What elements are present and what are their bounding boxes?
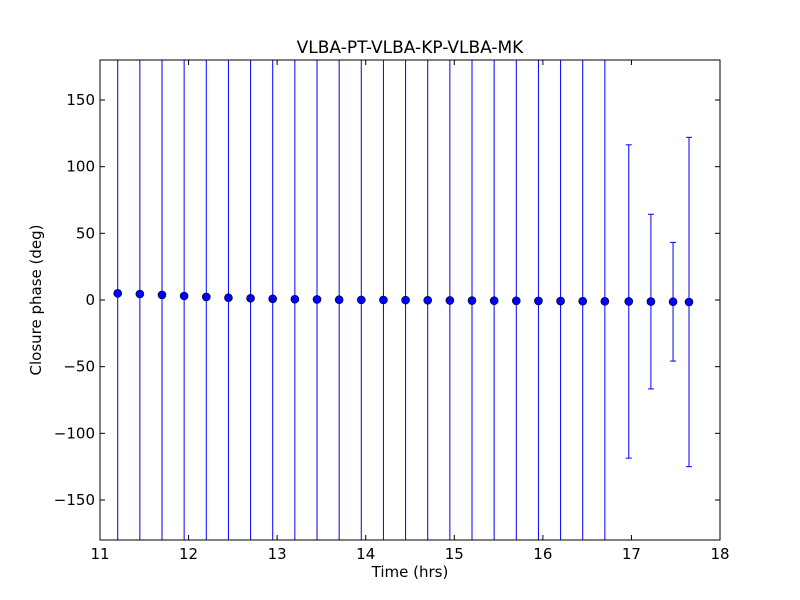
data-point [578,296,588,306]
data-point [401,295,410,305]
y-tick-label: 50 [76,224,95,242]
data-point [113,289,123,298]
data-point [467,296,477,305]
y-tick-label: −50 [63,358,95,376]
data-point [157,290,167,300]
data-point [334,295,344,305]
data-point [534,296,543,306]
x-tick-label: 15 [445,545,464,563]
y-axis-ticks: −150 −100 −50 0 50 100 150 [54,91,720,509]
data-point [379,295,388,305]
x-tick-label: 14 [356,545,375,563]
data-point [246,293,255,303]
data-point [511,296,521,306]
y-tick-label: 150 [66,91,95,109]
data-point [312,295,322,304]
data-point [135,289,145,299]
y-axis-label: Closure phase (deg) [27,225,45,376]
data-point [268,294,278,304]
x-tick-label: 13 [268,545,287,563]
data-point [290,294,300,304]
x-tick-label: 12 [179,545,198,563]
data-point [668,297,678,307]
x-axis-label: Time (hrs) [371,563,449,581]
x-axis-ticks: 11 12 13 14 15 16 17 18 [90,60,730,563]
x-tick-label: 18 [710,545,729,563]
data-point [646,297,656,306]
data-point [624,297,634,306]
data-points [113,289,694,307]
y-tick-label: 100 [66,158,95,176]
data-point [201,292,211,302]
data-point [356,295,366,305]
data-point [445,296,455,305]
x-tick-label: 17 [622,545,641,563]
data-point [556,296,565,306]
y-tick-label: 0 [85,291,95,309]
y-tick-label: −150 [54,491,95,509]
data-point [489,296,499,305]
data-point [684,297,694,307]
chart-title: VLBA-PT-VLBA-KP-VLBA-MK [297,38,525,58]
data-point [224,293,233,303]
data-point [600,297,610,306]
data-point [423,295,433,305]
x-tick-label: 16 [533,545,552,563]
y-tick-label: −100 [54,424,95,442]
data-point [179,291,189,301]
x-tick-label: 11 [90,545,109,563]
